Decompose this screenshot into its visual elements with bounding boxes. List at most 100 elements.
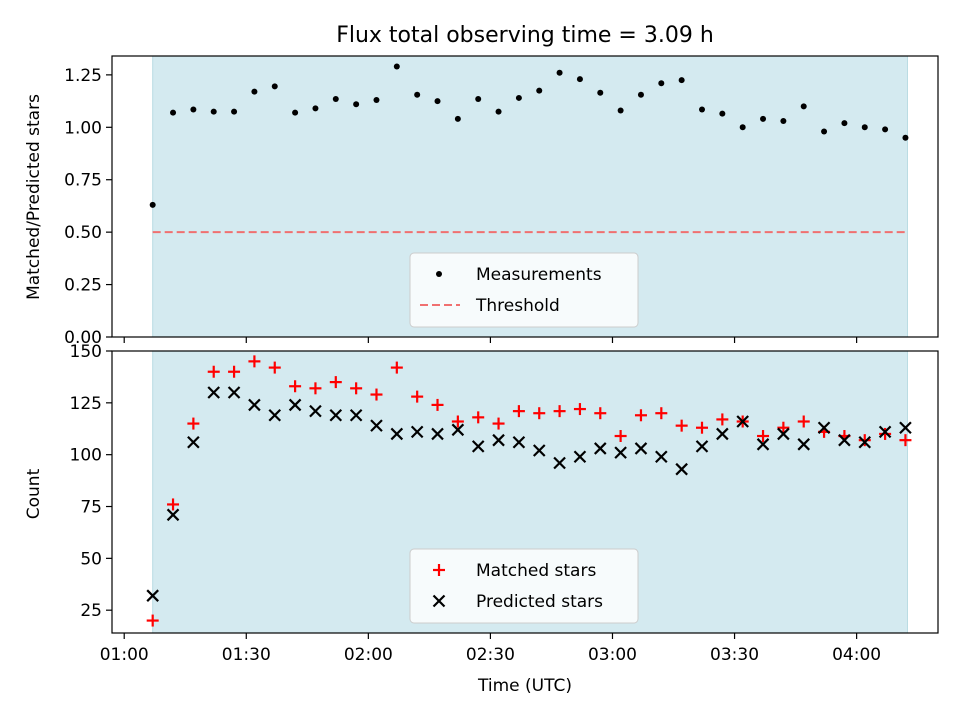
data-point [696, 421, 708, 434]
data-point [614, 446, 627, 459]
data-point [472, 411, 485, 424]
data-point-shape [170, 109, 177, 116]
data-point-b [553, 456, 566, 470]
data-point [167, 498, 180, 511]
data-point-b [349, 409, 363, 422]
y-tick-label: 50 [80, 549, 102, 569]
data-point-shape [434, 98, 441, 105]
y-tick-label: 25 [80, 601, 102, 621]
data-point [210, 108, 217, 115]
data-point [593, 442, 607, 455]
data-point [614, 430, 627, 443]
data-point [695, 440, 709, 453]
data-point [756, 438, 770, 451]
x-tick-label: 03:30 [710, 645, 759, 665]
data-point-shape [637, 91, 644, 98]
data-point [370, 419, 383, 432]
data-point [902, 134, 909, 141]
data-point-shape [190, 106, 197, 113]
data-point [227, 386, 241, 399]
data-point [878, 425, 892, 439]
data-point [289, 380, 302, 393]
data-point-shape [414, 91, 421, 98]
data-point [410, 425, 424, 439]
data-point [817, 421, 831, 434]
data-point [288, 398, 302, 412]
data-point [414, 91, 421, 98]
data-point [329, 409, 343, 422]
data-point [899, 434, 912, 447]
data-point [495, 108, 502, 115]
data-point [373, 97, 380, 104]
data-point [515, 94, 522, 101]
data-point [797, 415, 810, 428]
legend-box [409, 252, 639, 328]
x-tick-label: 02:30 [466, 645, 515, 665]
data-point-b [309, 404, 322, 418]
data-point-b [451, 423, 465, 437]
data-point-b [268, 409, 282, 422]
data-point-b [207, 386, 221, 399]
bottom-y-axis-label: Count [24, 468, 44, 519]
data-point-b [878, 425, 892, 439]
data-point-b [695, 440, 709, 453]
data-point [617, 107, 624, 114]
legend-entry: Matched stars [433, 561, 596, 581]
y-tick-label: 0.50 [64, 223, 102, 243]
data-point-b [736, 415, 749, 428]
data-point [309, 382, 322, 395]
legend: Matched stars Predicted stars [409, 548, 639, 624]
data-point [533, 407, 546, 420]
data-point-b [838, 433, 851, 447]
data-point-shape [231, 108, 238, 115]
data-point-shape [475, 95, 482, 102]
data-point [349, 409, 363, 422]
data-point-b [899, 421, 912, 434]
data-point-shape [861, 124, 868, 131]
data-point [757, 430, 770, 443]
data-point [655, 450, 668, 464]
data-point [512, 435, 526, 449]
data-point [899, 421, 912, 434]
data-point [882, 126, 889, 133]
data-point-b [614, 446, 627, 459]
data-point-b [756, 438, 770, 451]
data-point-shape [719, 110, 726, 117]
data-point [512, 405, 525, 418]
data-point [329, 376, 342, 389]
data-point-shape [149, 201, 156, 208]
data-point [858, 435, 872, 449]
data-point [780, 118, 787, 125]
data-point-shape [821, 128, 828, 135]
data-point [146, 614, 159, 627]
x-axis-label: Time (UTC) [477, 676, 572, 696]
data-point-shape [800, 103, 807, 110]
data-point [536, 87, 543, 94]
series-measurements [149, 63, 909, 208]
data-point [879, 427, 892, 440]
data-point-shape [312, 105, 319, 112]
data-point [411, 390, 424, 403]
data-point-b [166, 508, 180, 522]
data-point [821, 128, 828, 135]
data-point [431, 398, 444, 411]
data-point-b [858, 435, 872, 449]
y-tick-label: 150 [70, 342, 102, 362]
data-point [716, 413, 729, 426]
data-point-b [777, 427, 790, 441]
data-point [736, 415, 749, 428]
data-point-b [593, 442, 607, 455]
y-tick-label: 125 [70, 394, 102, 414]
data-point-shape [780, 118, 787, 125]
data-point-b [146, 589, 159, 602]
data-point [553, 456, 566, 470]
data-point [675, 462, 688, 476]
data-point-shape [353, 101, 360, 108]
data-point [309, 404, 322, 418]
data-point-shape [393, 63, 400, 70]
data-point [451, 423, 465, 437]
legend-label: Matched stars [476, 561, 596, 581]
data-point [149, 201, 156, 208]
data-point [475, 95, 482, 102]
data-point-b [716, 427, 729, 441]
